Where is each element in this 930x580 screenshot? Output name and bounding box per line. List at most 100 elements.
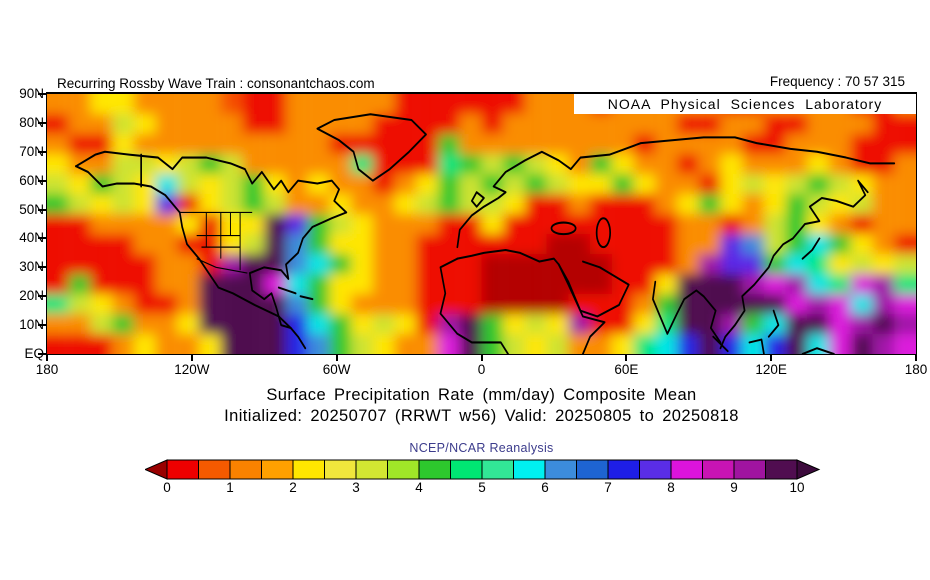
heatmap-cell [264,174,286,194]
heatmap-cell [199,314,221,334]
heatmap-cell [742,254,764,274]
lon-tick-label: 60E [614,362,639,377]
heatmap-cell [199,114,221,134]
heatmap-cell [894,174,916,194]
heatmap-cell [307,154,330,174]
heatmap-cell [720,314,743,334]
heatmap-cell [698,114,721,134]
heatmap-cell [438,114,460,134]
heatmap-cell [68,234,91,254]
heatmap-cell [351,274,373,294]
heatmap-cell [307,94,330,114]
heatmap-cell [459,174,482,194]
heatmap-cell [90,334,113,354]
heatmap-cell [850,334,873,354]
heatmap-cell [720,134,743,154]
heatmap-cell [720,294,743,314]
heatmap-cell [199,214,221,234]
heatmap-cell [894,274,916,294]
heatmap-cell [112,314,134,334]
heatmap-cell [611,334,634,354]
heatmap-cell [68,254,91,274]
heatmap-cell [807,174,830,194]
heatmap-cell [611,194,634,214]
heatmap-cell [438,154,460,174]
heatmap-cell [133,214,156,234]
heatmap-cell [807,214,830,234]
lat-tick-mark [38,266,47,269]
heatmap-cell [459,134,482,154]
heatmap-cell [329,314,352,334]
heatmap-cell [438,174,460,194]
heatmap-cell [546,174,569,194]
precipitation-heatmap [47,94,916,354]
heatmap-cell [655,334,678,354]
heatmap-cell [199,274,221,294]
heatmap-cell [872,274,895,294]
heatmap-cell [850,274,873,294]
colorbar-segment [198,459,231,480]
heatmap-cell [677,134,699,154]
heatmap-cell [285,214,308,234]
heatmap-cell [698,314,721,334]
heatmap-cell [611,314,634,334]
heatmap-cell [677,254,699,274]
heatmap-cell [90,114,113,134]
heatmap-cell [785,114,808,134]
heatmap-cell [611,234,634,254]
heatmap-cell [285,114,308,134]
heatmap-cell [633,274,656,294]
heatmap-cell [416,334,439,354]
heatmap-cell [829,254,851,274]
heatmap-cell [351,154,373,174]
lat-tick-label: 50N [19,201,44,217]
heatmap-cell [742,174,764,194]
heatmap-cell [655,254,678,274]
heatmap-cell [47,94,69,114]
heatmap-cell [394,94,417,114]
heatmap-cell [68,114,91,134]
heatmap-cell [785,274,808,294]
heatmap-cell [416,294,439,314]
heatmap-cell [785,154,808,174]
heatmap-cell [698,154,721,174]
heatmap-cell [850,294,873,314]
heatmap-cell [872,254,895,274]
heatmap-cell [155,174,178,194]
lon-tick-mark [915,354,917,361]
heatmap-cell [785,234,808,254]
heatmap-cell [68,334,91,354]
heatmap-cell [524,274,547,294]
lat-tick-label: 40N [19,230,44,246]
heatmap-cell [394,174,417,194]
heatmap-cell [438,94,460,114]
heatmap-cell [481,94,504,114]
heatmap-cell [242,134,265,154]
heatmap-cell [90,294,113,314]
heatmap-cell [177,134,200,154]
heatmap-cell [763,154,786,174]
heatmap-cell [590,334,612,354]
heatmap-cell [785,314,808,334]
heatmap-cell [68,274,91,294]
lat-tick-label: 80N [19,114,44,130]
heatmap-cell [894,214,916,234]
heatmap-cell [90,234,113,254]
heatmap-cell [68,194,91,214]
heatmap-cell [242,334,265,354]
colorbar-segment [733,459,766,480]
lat-tick-mark [38,237,47,240]
heatmap-cell [459,254,482,274]
heatmap-cell [829,294,851,314]
lat-tick-label: EQ [24,346,44,361]
heatmap-cell [850,134,873,154]
heatmap-cell [155,194,178,214]
heatmap-cell [568,294,591,314]
heatmap-cell [177,234,200,254]
heatmap-cell [459,114,482,134]
heatmap-cell [416,154,439,174]
heatmap-cell [481,214,504,234]
heatmap-cell [220,314,243,334]
heatmap-cell [112,154,134,174]
